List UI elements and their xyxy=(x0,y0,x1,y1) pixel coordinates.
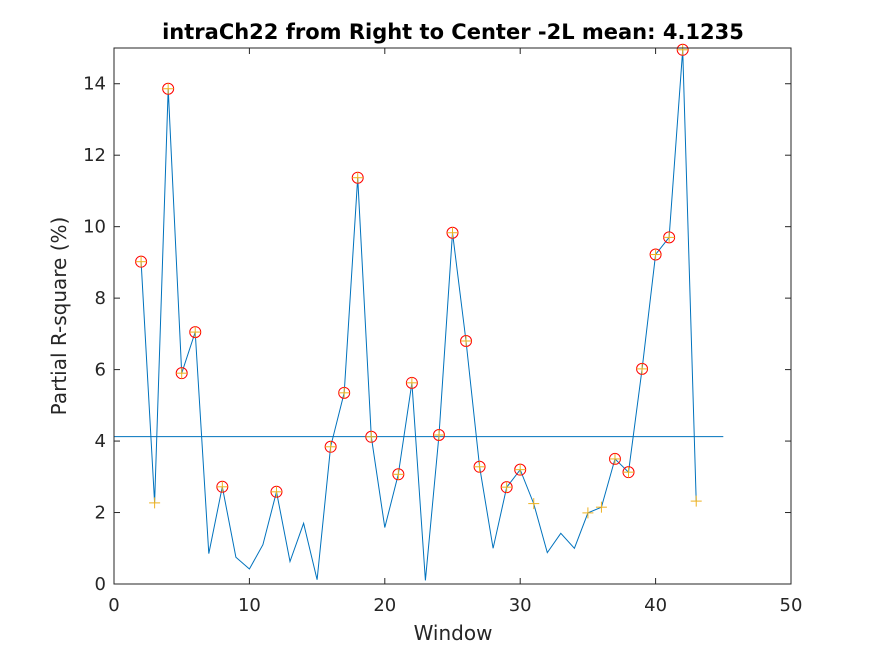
y-tick-label: 0 xyxy=(95,574,106,595)
plus-marker xyxy=(595,501,607,513)
x-tick-label: 50 xyxy=(780,595,803,616)
series-line xyxy=(140,49,697,581)
plus-marker xyxy=(216,481,228,493)
plus-marker xyxy=(352,172,364,184)
plus-marker xyxy=(162,83,174,95)
plus-marker xyxy=(460,335,472,347)
plus-marker xyxy=(365,431,377,443)
plus-marker xyxy=(447,227,458,239)
plus-marker xyxy=(189,326,201,338)
plus-marker xyxy=(528,498,540,510)
y-tick-label: 2 xyxy=(95,503,106,524)
x-tick-label: 40 xyxy=(644,595,667,616)
axes-layer: 0 10 20 30 40 50 0 2 4 6 8 10 12 14 xyxy=(83,47,803,616)
plus-marker xyxy=(514,464,526,476)
plus-marker xyxy=(501,481,513,493)
plus-marker xyxy=(582,507,594,519)
y-axis-label: Partial R-square (%) xyxy=(47,217,71,416)
plus-marker xyxy=(135,256,147,268)
plus-marker xyxy=(623,466,635,478)
x-tick-label: 10 xyxy=(238,595,261,616)
plus-marker xyxy=(663,231,675,243)
plus-marker xyxy=(325,441,337,453)
plus-marker xyxy=(650,249,662,261)
chart-title: intraCh22 from Right to Center -2L mean:… xyxy=(162,20,744,44)
y-tick-label: 10 xyxy=(83,217,106,238)
plus-marker xyxy=(474,461,486,473)
y-tick-label: 12 xyxy=(83,145,106,166)
x-tick-label: 0 xyxy=(108,595,119,616)
y-tick-label: 8 xyxy=(95,288,106,309)
x-tick-label: 30 xyxy=(509,595,532,616)
plus-marker xyxy=(609,453,621,465)
plus-marker xyxy=(392,468,404,480)
y-tick-label: 6 xyxy=(95,360,106,381)
plus-marker xyxy=(270,486,282,498)
y-tick-label: 4 xyxy=(95,431,106,452)
x-axis-label: Window xyxy=(414,621,493,645)
axes-box xyxy=(113,47,792,585)
plus-marker xyxy=(176,367,188,379)
plus-marker xyxy=(690,495,702,507)
series-layer xyxy=(114,43,724,581)
plus-marker xyxy=(406,377,418,389)
plus-marker xyxy=(433,429,445,441)
plot-area xyxy=(114,48,791,584)
plus-marker xyxy=(636,363,648,375)
y-tick-label: 14 xyxy=(83,74,106,95)
x-tick-label: 20 xyxy=(373,595,396,616)
plus-marker xyxy=(338,387,350,399)
plus-marker xyxy=(677,44,689,56)
plus-marker xyxy=(149,497,161,509)
